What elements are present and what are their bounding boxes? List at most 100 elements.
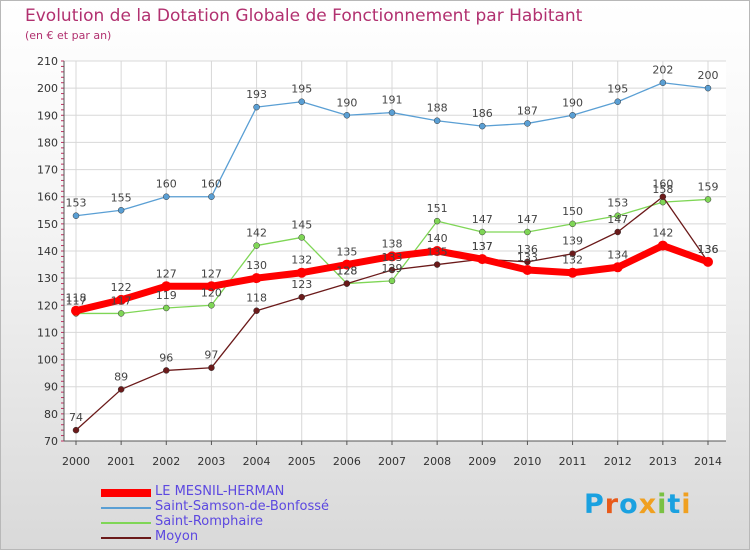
- data-label: 123: [291, 278, 312, 291]
- data-label: 120: [201, 286, 222, 299]
- x-tick-label: 2005: [288, 455, 316, 468]
- data-label: 132: [562, 254, 583, 267]
- data-label: 135: [427, 246, 448, 259]
- legend-swatch: [101, 507, 151, 509]
- data-label: 117: [111, 294, 132, 307]
- data-point: [524, 120, 531, 127]
- data-label: 150: [562, 205, 583, 218]
- x-tick-label: 2001: [107, 455, 135, 468]
- x-tick-label: 2010: [513, 455, 541, 468]
- data-label: 137: [472, 240, 493, 253]
- data-point: [388, 109, 396, 116]
- data-point: [614, 98, 621, 105]
- y-tick-label: 160: [37, 191, 58, 204]
- data-point: [524, 228, 531, 236]
- data-label: 187: [517, 104, 538, 117]
- data-label: 160: [156, 178, 177, 191]
- data-point: [569, 220, 576, 228]
- data-point: [614, 228, 621, 236]
- data-label: 190: [562, 96, 583, 109]
- data-point: [251, 273, 262, 284]
- data-label: 142: [246, 227, 267, 240]
- data-label: 191: [382, 94, 403, 107]
- y-tick-label: 70: [44, 435, 58, 448]
- legend-swatch: [101, 522, 151, 524]
- x-tick-label: 2011: [559, 455, 587, 468]
- y-tick-label: 80: [44, 408, 58, 421]
- data-label: 136: [698, 243, 719, 256]
- x-tick-label: 2012: [604, 455, 632, 468]
- data-label: 119: [156, 289, 177, 302]
- data-point: [298, 293, 305, 301]
- x-tick-label: 2007: [378, 455, 406, 468]
- data-point: [659, 79, 667, 86]
- x-tick-label: 2013: [649, 455, 677, 468]
- y-tick-label: 210: [37, 55, 58, 68]
- data-label: 147: [517, 213, 538, 226]
- data-point: [163, 193, 170, 200]
- logo-letter: o: [619, 489, 639, 520]
- legend-label: LE MESNIL-HERMAN: [155, 484, 285, 499]
- data-point: [567, 267, 578, 278]
- logo-letter: x: [638, 489, 658, 520]
- data-point: [433, 217, 441, 225]
- data-point: [433, 117, 441, 124]
- data-label: 130: [246, 259, 267, 272]
- data-point: [479, 228, 486, 236]
- y-tick-label: 100: [37, 354, 58, 367]
- data-point: [163, 304, 170, 312]
- data-point: [657, 240, 668, 251]
- data-point: [298, 234, 305, 241]
- logo-letter: i: [657, 489, 668, 520]
- data-point: [524, 258, 531, 266]
- data-label: 158: [652, 183, 673, 196]
- logo-letter: i: [681, 489, 692, 520]
- x-tick-label: 2002: [152, 455, 180, 468]
- data-label: 136: [698, 243, 719, 256]
- data-label: 147: [472, 213, 493, 226]
- data-label: 128: [336, 265, 357, 278]
- data-label: 202: [652, 64, 673, 77]
- data-point: [117, 207, 125, 214]
- data-label: 74: [69, 411, 83, 424]
- legend-swatch: [101, 489, 151, 497]
- data-label: 133: [517, 251, 538, 264]
- data-point: [161, 281, 172, 292]
- data-point: [569, 112, 576, 119]
- data-label: 136: [517, 243, 538, 256]
- data-label: 142: [652, 227, 673, 240]
- legend-label: Moyon: [155, 529, 199, 544]
- data-label: 129: [382, 262, 403, 275]
- y-tick-label: 110: [37, 326, 58, 339]
- data-label: 155: [111, 191, 132, 204]
- y-tick-label: 190: [37, 109, 58, 122]
- logo-letter: P: [584, 489, 605, 520]
- data-label: 135: [336, 246, 357, 259]
- data-label: 190: [336, 96, 357, 109]
- data-point: [479, 122, 486, 130]
- data-label: 127: [156, 267, 177, 280]
- data-label: 117: [66, 294, 87, 307]
- data-point: [388, 277, 396, 285]
- data-label: 133: [382, 251, 403, 264]
- proxiti-logo: Proxiti: [584, 489, 692, 520]
- data-point: [208, 364, 215, 371]
- data-label: 137: [472, 240, 493, 253]
- logo-letter: t: [667, 489, 682, 520]
- data-label: 127: [201, 267, 222, 280]
- data-label: 153: [607, 197, 628, 210]
- data-label: 96: [159, 351, 173, 364]
- data-label: 122: [111, 281, 132, 294]
- data-point: [298, 98, 305, 105]
- data-label: 151: [427, 202, 448, 215]
- data-point: [343, 112, 351, 119]
- y-tick-label: 150: [37, 218, 58, 231]
- logo-letter: r: [604, 489, 620, 520]
- data-label: 193: [246, 88, 267, 101]
- y-tick-label: 170: [37, 164, 58, 177]
- data-label: 145: [291, 218, 312, 231]
- legend-label: Saint-Romphaire: [155, 514, 264, 529]
- x-tick-label: 2003: [197, 455, 225, 468]
